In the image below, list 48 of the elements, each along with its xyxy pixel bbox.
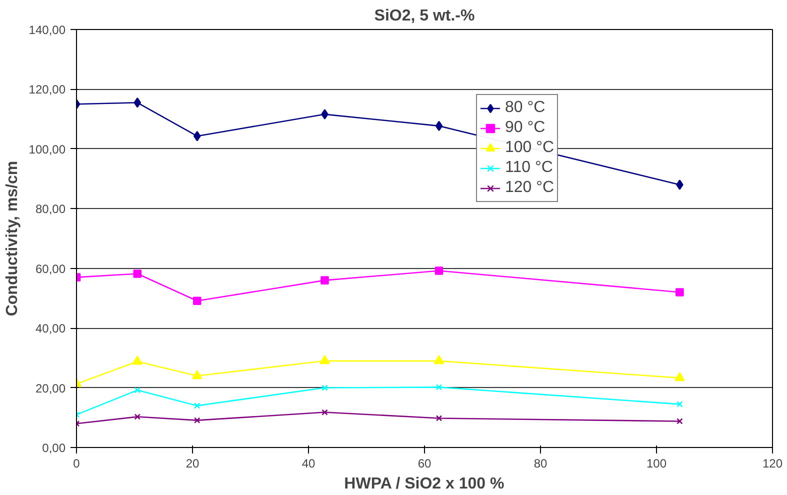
legend-label: 80 °C [505,98,546,118]
y-axis-title: Conductivity, ms/cm [4,160,21,316]
chart-title: SiO2, 5 wt.-% [374,8,475,24]
point [320,276,329,284]
point [676,418,683,424]
x-tick-label: 0 [73,456,80,470]
legend-label: 120 °C [505,178,554,198]
x-tick-label: 100 [646,456,667,470]
point [322,384,328,391]
x-axis-title: HWPA / SiO2 x 100 % [344,476,504,492]
legend-label: 100 °C [505,138,554,158]
y-tick-label: 40,00 [35,322,66,336]
point [434,355,444,364]
point [194,402,200,409]
point [676,401,683,408]
y-tick-label: 0,00 [42,441,66,455]
point [674,372,685,382]
x-tick-label: 60 [418,456,432,470]
point [192,370,202,380]
point [132,356,143,365]
y-tick-label: 60,00 [35,262,66,276]
point [193,130,201,142]
legend-label: 90 °C [505,118,546,138]
point [322,409,328,416]
point [133,270,142,278]
x-tick-label: 20 [186,456,200,470]
y-tick-label: 120,00 [28,82,66,97]
point [435,120,443,132]
point [192,296,202,306]
y-tick-label: 80,00 [35,202,66,216]
point [676,180,684,190]
x-tick-label: 40 [302,456,316,470]
y-tick-label: 20,00 [35,381,66,396]
point [676,288,684,296]
point [321,109,328,120]
legend-label: 110 °C [505,158,553,178]
x-tick-label: 120 [762,456,783,470]
x-tick-label: 80 [534,456,548,470]
point [434,266,444,275]
point [134,414,141,420]
point [436,415,442,422]
y-tick-label: 100,00 [28,142,66,156]
point [436,384,442,390]
point [194,417,200,424]
y-tick-label: 140,00 [28,23,66,37]
point [134,387,141,394]
point [134,98,142,108]
point [320,355,330,364]
